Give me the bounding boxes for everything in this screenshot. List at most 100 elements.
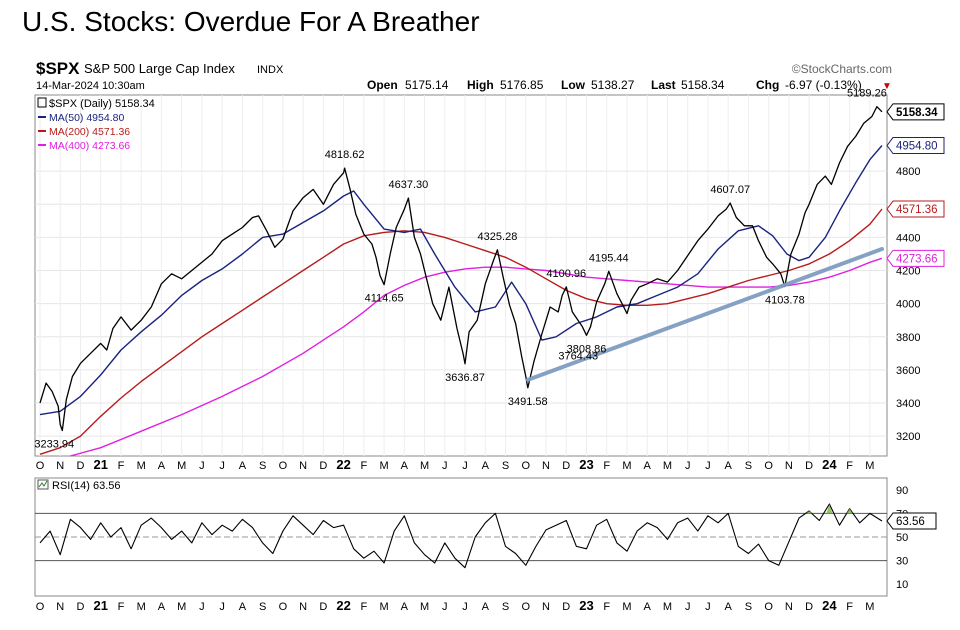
rsi-x-tick-label: M xyxy=(622,601,631,613)
rsi-x-tick-label: N xyxy=(785,601,793,613)
rsi-x-tick-label: F xyxy=(360,601,367,613)
annotation-label: 4325.28 xyxy=(478,231,518,243)
annotation-label: 4607.07 xyxy=(710,184,750,196)
price-y-tick-label: 4400 xyxy=(896,232,920,244)
legend-label-ma400: MA(400) 4273.66 xyxy=(49,140,130,152)
rsi-x-tick-label: O xyxy=(279,601,288,613)
price-x-tick-label: F xyxy=(118,460,125,472)
price-x-tick-label: N xyxy=(299,460,307,472)
annotation-label: 3636.87 xyxy=(445,372,485,384)
annotation-label: 3808.86 xyxy=(567,343,607,355)
price-x-tick-label: A xyxy=(725,460,733,472)
rsi-y-tick-label: 10 xyxy=(896,579,908,591)
annotation-label: 3764.43 xyxy=(558,351,598,363)
date-stamp: 14-Mar-2024 10:30am xyxy=(36,80,145,92)
rsi-x-tick-label: J xyxy=(462,601,468,613)
price-x-tick-label: A xyxy=(644,460,652,472)
price-x-tick-label: 23 xyxy=(579,457,593,472)
rsi-x-tick-label: 21 xyxy=(93,598,107,613)
rsi-line xyxy=(39,503,883,569)
rsi-x-tick-label: S xyxy=(259,601,266,613)
rsi-x-tick-label: M xyxy=(420,601,429,613)
price-annotations: 3233.94 4818.62 4114.65 4637.30 3636.87 4325.… xyxy=(34,88,886,451)
price-x-tick-label: O xyxy=(764,460,773,472)
price-x-tick-label: J xyxy=(685,460,691,472)
rsi-x-tick-label: J xyxy=(219,601,225,613)
rsi-x-tick-label: F xyxy=(603,601,610,613)
rsi-grid xyxy=(35,512,887,562)
slide-title: U.S. Stocks: Overdue For A Breather xyxy=(22,6,480,37)
legend-label-price: $SPX (Daily) 5158.34 xyxy=(49,98,155,110)
price-legend: $SPX (Daily) 5158.34 MA(50) 4954.80 MA(2… xyxy=(37,97,155,152)
chg-value: -6.97 (-0.13%) xyxy=(785,78,862,92)
rsi-tag-label: 63.56 xyxy=(896,516,925,528)
price-panel xyxy=(34,94,888,457)
open-value: 5175.14 xyxy=(405,78,449,92)
rsi-x-tick-label: N xyxy=(56,601,64,613)
series-line-ma200 xyxy=(39,208,883,455)
low-value: 5138.27 xyxy=(591,78,635,92)
rsi-x-tick-label: M xyxy=(663,601,672,613)
price-x-tick-label: A xyxy=(401,460,409,472)
annotation-label: 4818.62 xyxy=(325,149,365,161)
price-x-tick-label: S xyxy=(745,460,752,472)
price-x-axis: O N D 21 F M A M J J A S O N D 22 F M A M J J A S O N D 23 F M A M J J A S O… xyxy=(36,457,875,472)
price-y-tick-label: 4000 xyxy=(896,299,920,311)
rsi-y-tick-label: 90 xyxy=(896,485,908,497)
annotation-label: 3233.94 xyxy=(34,439,74,451)
rsi-y-axis: 1030507090 xyxy=(896,485,908,591)
price-y-tick-label: 3800 xyxy=(896,332,920,344)
price-x-tick-label: M xyxy=(177,460,186,472)
rsi-x-tick-label: A xyxy=(239,601,247,613)
rsi-x-tick-label: N xyxy=(542,601,550,613)
rsi-x-tick-label: S xyxy=(745,601,752,613)
support-trendline xyxy=(525,247,884,382)
price-x-tick-label: J xyxy=(462,460,468,472)
rsi-icon-line xyxy=(38,480,48,488)
rsi-y-tick-label: 50 xyxy=(896,532,908,544)
high-value: 5176.85 xyxy=(500,78,544,92)
rsi-x-tick-label: J xyxy=(199,601,205,613)
price-x-tick-label: F xyxy=(360,460,367,472)
rsi-x-tick-label: A xyxy=(725,601,733,613)
price-tags: 5158.34 4954.80 4571.36 4273.66 xyxy=(886,103,945,267)
price-x-tick-label: O xyxy=(279,460,288,472)
price-x-tick-label: J xyxy=(199,460,205,472)
chg-label: Chg xyxy=(756,78,779,92)
price-x-tick-label: J xyxy=(219,460,225,472)
rsi-overbought-fill xyxy=(826,503,833,514)
rsi-x-tick-label: 24 xyxy=(822,598,837,613)
price-tag-label: 4273.66 xyxy=(896,253,938,265)
price-x-tick-label: A xyxy=(158,460,166,472)
rsi-x-tick-label: A xyxy=(158,601,166,613)
price-x-tick-label: D xyxy=(319,460,327,472)
rsi-legend: RSI(14) 63.56 xyxy=(37,479,120,492)
price-x-tick-label: F xyxy=(846,460,853,472)
rsi-x-tick-label: A xyxy=(482,601,490,613)
rsi-x-axis: O N D 21 F M A M J J A S O N D 22 F M A M J J A S O N D 23 F M A M J J A S O… xyxy=(36,598,875,613)
price-x-tick-label: 21 xyxy=(93,457,107,472)
open-label: Open xyxy=(367,78,398,92)
price-tag-label: 5158.34 xyxy=(896,107,938,119)
series-line-price xyxy=(39,106,883,432)
price-x-tick-label: S xyxy=(502,460,509,472)
price-grid xyxy=(35,95,887,456)
rsi-x-tick-label: J xyxy=(442,601,448,613)
price-x-tick-label: M xyxy=(137,460,146,472)
price-tag-box xyxy=(886,249,945,267)
index-name: S&P 500 Large Cap Index xyxy=(84,61,235,76)
price-x-tick-label: A xyxy=(239,460,247,472)
price-x-tick-label: J xyxy=(705,460,711,472)
series-line-ma50 xyxy=(39,145,883,416)
price-x-tick-label: M xyxy=(663,460,672,472)
price-y-tick-label: 3600 xyxy=(896,365,920,377)
rsi-x-tick-label: S xyxy=(502,601,509,613)
annotation-label: 4195.44 xyxy=(589,252,629,264)
symbol: $SPX xyxy=(36,59,80,78)
price-x-tick-label: D xyxy=(77,460,85,472)
price-x-tick-label: O xyxy=(36,460,45,472)
low-label: Low xyxy=(561,78,586,92)
price-x-tick-label: N xyxy=(56,460,64,472)
rsi-x-tick-label: F xyxy=(118,601,125,613)
rsi-x-tick-label: D xyxy=(319,601,327,613)
